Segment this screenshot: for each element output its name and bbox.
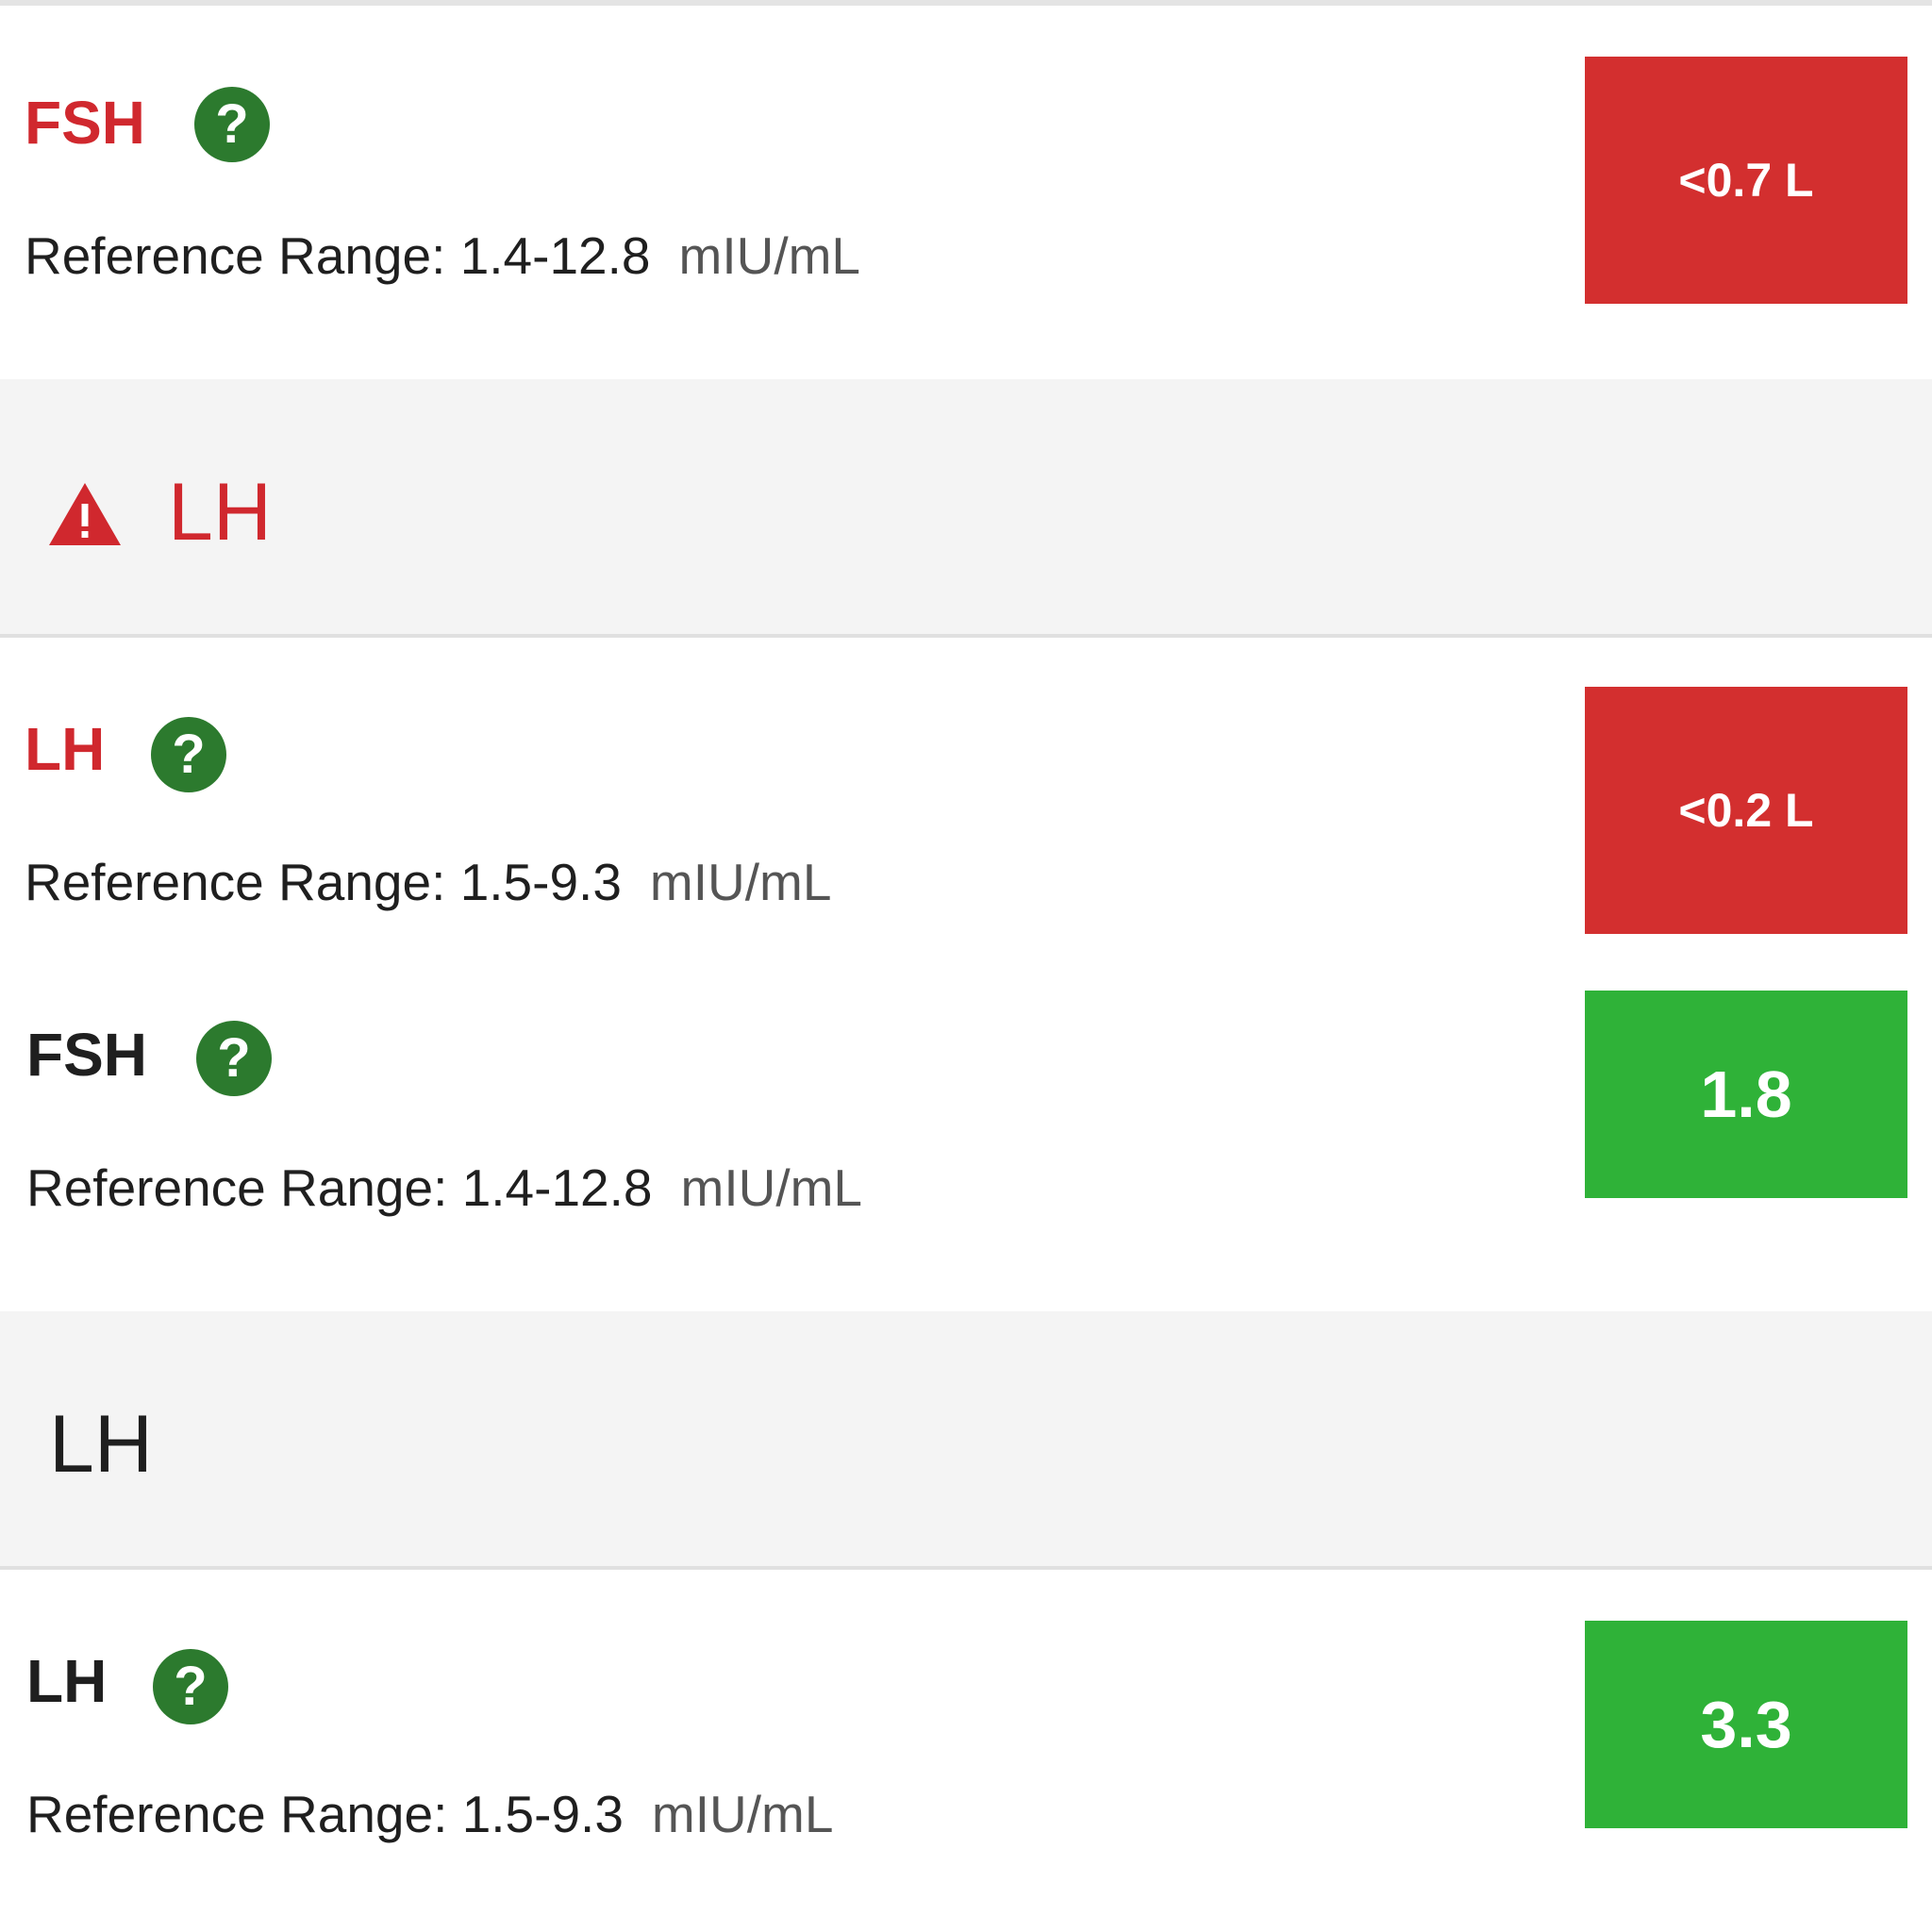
- section-header-lh-abnormal: LH: [0, 379, 1932, 638]
- help-icon[interactable]: ?: [194, 87, 270, 162]
- result-row-fsh-abnormal: FSH ? Reference Range: 1.4-12.8 mIU/mL <0…: [0, 6, 1932, 379]
- reference-range: Reference Range: 1.5-9.3 mIU/mL: [26, 1789, 833, 1840]
- top-divider: [0, 0, 1932, 6]
- reference-unit: mIU/mL: [649, 853, 832, 911]
- warning-icon: [49, 483, 121, 545]
- section-title: LH: [49, 1399, 153, 1490]
- reference-range: Reference Range: 1.4-12.8 mIU/mL: [25, 230, 860, 282]
- reference-range: Reference Range: 1.5-9.3 mIU/mL: [25, 857, 831, 908]
- section-header-lh-normal: LH: [0, 1311, 1932, 1570]
- section-title: LH: [168, 467, 272, 558]
- test-name: FSH: [25, 89, 145, 157]
- help-icon[interactable]: ?: [196, 1021, 272, 1096]
- reference-label: Reference Range:: [25, 226, 446, 285]
- test-name: FSH: [26, 1021, 147, 1089]
- reference-range-value: 1.5-9.3: [461, 1785, 624, 1843]
- result-row-lh-normal: LH ? Reference Range: 1.5-9.3 mIU/mL 3.3: [0, 1570, 1932, 1932]
- result-row-fsh-normal: FSH ? Reference Range: 1.4-12.8 mIU/mL 1.…: [0, 979, 1932, 1311]
- result-value-badge: 3.3: [1585, 1621, 1907, 1828]
- reference-label: Reference Range:: [25, 853, 446, 911]
- reference-range: Reference Range: 1.4-12.8 mIU/mL: [26, 1162, 862, 1214]
- help-icon[interactable]: ?: [153, 1649, 228, 1724]
- result-value: 1.8: [1700, 1058, 1792, 1131]
- result-value: <0.2 L: [1678, 784, 1814, 837]
- help-icon[interactable]: ?: [151, 717, 226, 792]
- result-value: <0.7 L: [1678, 154, 1814, 207]
- reference-range-value: 1.4-12.8: [459, 226, 651, 285]
- result-value-badge: <0.2 L: [1585, 687, 1907, 934]
- reference-range-value: 1.4-12.8: [461, 1158, 653, 1217]
- result-value-badge: 1.8: [1585, 991, 1907, 1198]
- result-row-lh-abnormal: LH ? Reference Range: 1.5-9.3 mIU/mL <0.2…: [0, 638, 1932, 979]
- test-name: LH: [25, 715, 106, 783]
- reference-unit: mIU/mL: [678, 226, 861, 285]
- reference-label: Reference Range:: [26, 1158, 448, 1217]
- reference-unit: mIU/mL: [680, 1158, 863, 1217]
- result-value: 3.3: [1700, 1688, 1792, 1761]
- reference-label: Reference Range:: [26, 1785, 448, 1843]
- reference-unit: mIU/mL: [651, 1785, 834, 1843]
- reference-range-value: 1.5-9.3: [459, 853, 622, 911]
- result-value-badge: <0.7 L: [1585, 57, 1907, 304]
- test-name: LH: [26, 1647, 108, 1715]
